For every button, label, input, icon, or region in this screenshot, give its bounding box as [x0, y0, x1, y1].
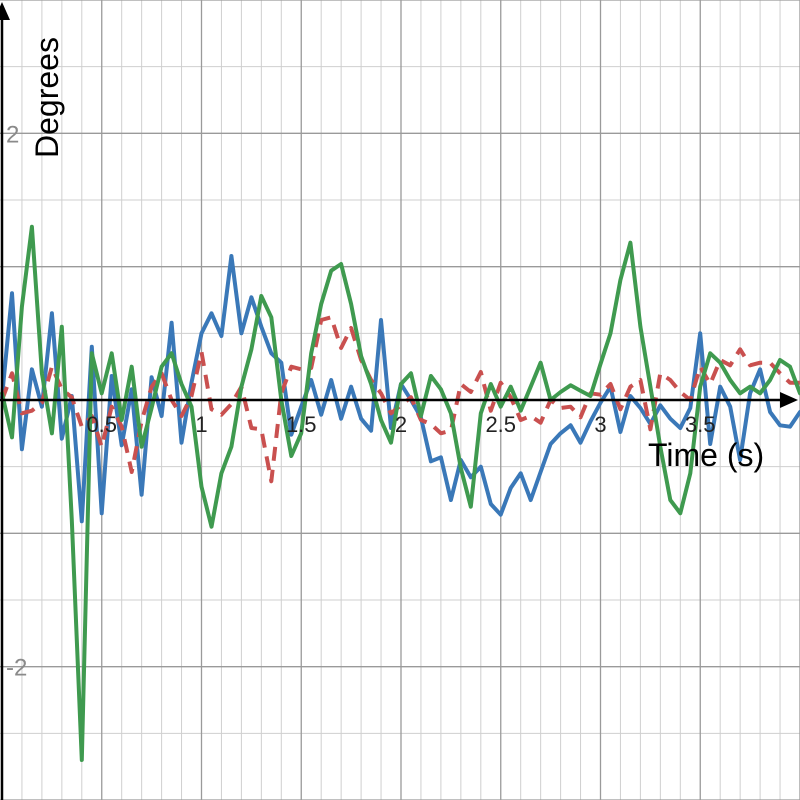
x-tick-label: 2.5	[485, 412, 516, 437]
y-axis-label: Degrees	[29, 37, 65, 158]
series-line-3	[0, 224, 800, 762]
series-layer	[0, 224, 800, 762]
y-axis-arrow	[0, 2, 10, 20]
x-tick-label: 2	[395, 412, 407, 437]
x-tick-label: 1.5	[286, 412, 317, 437]
tick-labels: 0.5 1 1.5 2 2.5 3 3.5 2 -2	[6, 121, 716, 681]
y-tick-label: -2	[6, 655, 27, 682]
x-tick-label: 1	[195, 412, 207, 437]
y-tick-label: 2	[6, 121, 19, 148]
x-tick-label: 3	[594, 412, 606, 437]
x-axis-label: Time (s)	[648, 437, 764, 473]
x-tick-label: 3.5	[685, 412, 716, 437]
series-line-2	[0, 315, 800, 484]
x-tick-label: 0.5	[86, 412, 117, 437]
x-axis-arrow	[780, 392, 798, 408]
